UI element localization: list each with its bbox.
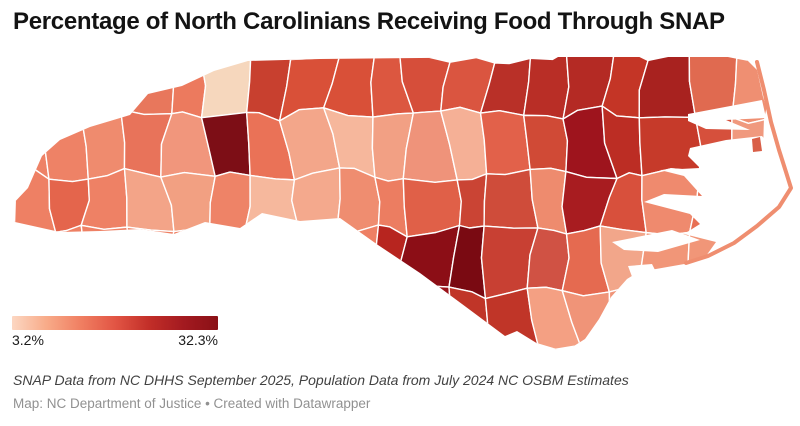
county-shape[interactable] [290, 223, 337, 298]
county-shape[interactable] [199, 51, 252, 119]
county-shape[interactable] [721, 292, 781, 359]
page-title: Percentage of North Carolinians Receivin… [13, 8, 725, 35]
county-shape[interactable] [6, 228, 60, 296]
island-shape[interactable] [752, 137, 762, 152]
county-shape[interactable] [326, 224, 382, 298]
county-shape[interactable] [638, 116, 702, 177]
legend-max-label: 32.3% [178, 332, 218, 348]
county-shape[interactable] [119, 49, 175, 116]
county-shape[interactable] [403, 285, 452, 351]
county-shape[interactable] [198, 223, 252, 294]
county-shape[interactable] [43, 50, 83, 121]
county-shape[interactable] [286, 293, 332, 358]
county-shape[interactable] [291, 167, 341, 240]
county-shape[interactable] [456, 173, 488, 229]
county-shape[interactable] [77, 49, 139, 118]
legend: 3.2% 32.3% [12, 316, 218, 348]
sound-water [628, 264, 660, 282]
county-shape[interactable] [523, 51, 570, 120]
county-shape[interactable] [599, 225, 647, 295]
county-shape[interactable] [639, 289, 691, 355]
county-shape[interactable] [523, 114, 569, 173]
county-shape[interactable] [54, 224, 93, 297]
county-shape[interactable] [243, 223, 299, 296]
county-shape[interactable] [80, 224, 132, 297]
county-shape[interactable] [447, 286, 489, 358]
county-shape[interactable] [44, 115, 89, 183]
county-shape[interactable] [209, 171, 251, 234]
county-shape[interactable] [373, 283, 406, 359]
attribution-line: Map: NC Department of Justice • Created … [13, 396, 371, 411]
source-note: SNAP Data from NC DHHS September 2025, P… [13, 372, 629, 388]
county-shape[interactable] [243, 174, 299, 234]
county-shape[interactable] [171, 51, 207, 119]
county-shape[interactable] [80, 108, 126, 180]
county-shape[interactable] [326, 290, 382, 363]
county-shape[interactable] [606, 287, 644, 355]
legend-gradient-bar [12, 316, 218, 330]
sound-water [688, 100, 766, 130]
county-shape[interactable] [483, 168, 539, 229]
county-shape[interactable] [9, 50, 50, 122]
sound-water [612, 230, 700, 252]
county-shape[interactable] [126, 226, 175, 288]
county-shape[interactable] [10, 117, 50, 180]
outer-banks-strip[interactable] [684, 60, 793, 265]
county-shape[interactable] [166, 223, 211, 293]
county-shape[interactable] [638, 53, 697, 119]
legend-min-label: 3.2% [12, 332, 44, 348]
county-shape[interactable] [479, 109, 531, 176]
county-shape[interactable] [680, 289, 738, 359]
county-shape[interactable] [246, 291, 293, 358]
